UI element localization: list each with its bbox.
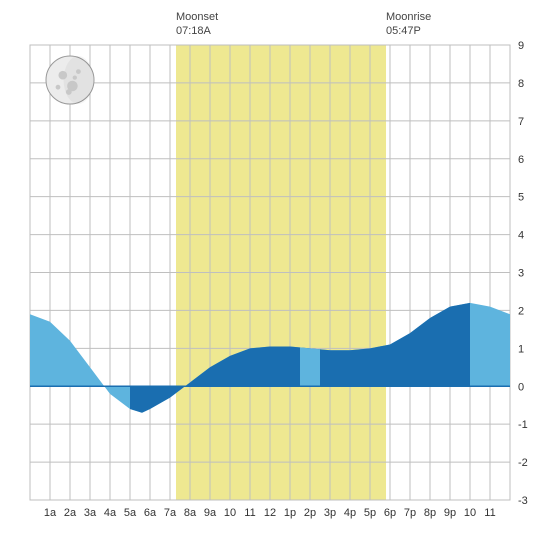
svg-text:2a: 2a — [64, 507, 77, 519]
svg-text:2p: 2p — [304, 507, 316, 519]
svg-text:4: 4 — [518, 230, 524, 242]
svg-text:-2: -2 — [518, 457, 528, 469]
svg-text:5a: 5a — [124, 507, 137, 519]
svg-text:10: 10 — [464, 507, 476, 519]
tide-chart: -3-2-101234567891a2a3a4a5a6a7a8a9a101112… — [0, 0, 550, 550]
svg-text:3p: 3p — [324, 507, 336, 519]
svg-text:9a: 9a — [204, 507, 217, 519]
svg-text:8: 8 — [518, 78, 524, 90]
svg-text:7a: 7a — [164, 507, 177, 519]
svg-text:12: 12 — [264, 507, 276, 519]
svg-text:3: 3 — [518, 268, 524, 280]
moonrise-time: 05:47P — [386, 25, 421, 37]
moonrise-label: Moonrise — [386, 11, 431, 23]
svg-text:1: 1 — [518, 343, 524, 355]
svg-text:3a: 3a — [84, 507, 97, 519]
svg-text:1a: 1a — [44, 507, 57, 519]
svg-text:7p: 7p — [404, 507, 416, 519]
svg-text:8a: 8a — [184, 507, 197, 519]
svg-text:4a: 4a — [104, 507, 117, 519]
svg-text:1p: 1p — [284, 507, 296, 519]
svg-text:6a: 6a — [144, 507, 157, 519]
svg-text:9: 9 — [518, 40, 524, 52]
svg-text:0: 0 — [518, 381, 524, 393]
svg-text:4p: 4p — [344, 507, 356, 519]
moonset-label: Moonset — [176, 11, 218, 23]
svg-text:11: 11 — [484, 507, 495, 519]
svg-text:6p: 6p — [384, 507, 396, 519]
svg-text:6: 6 — [518, 154, 524, 166]
svg-text:5: 5 — [518, 192, 524, 204]
moon-icon — [46, 56, 94, 104]
svg-text:2: 2 — [518, 305, 524, 317]
moonset-time: 07:18A — [176, 25, 212, 37]
svg-text:-3: -3 — [518, 495, 528, 507]
svg-text:5p: 5p — [364, 507, 376, 519]
svg-text:9p: 9p — [444, 507, 456, 519]
svg-text:10: 10 — [224, 507, 236, 519]
svg-text:11: 11 — [244, 507, 255, 519]
svg-text:8p: 8p — [424, 507, 436, 519]
svg-text:7: 7 — [518, 116, 524, 128]
svg-text:-1: -1 — [518, 419, 528, 431]
tide-area-light-inset — [300, 347, 320, 386]
